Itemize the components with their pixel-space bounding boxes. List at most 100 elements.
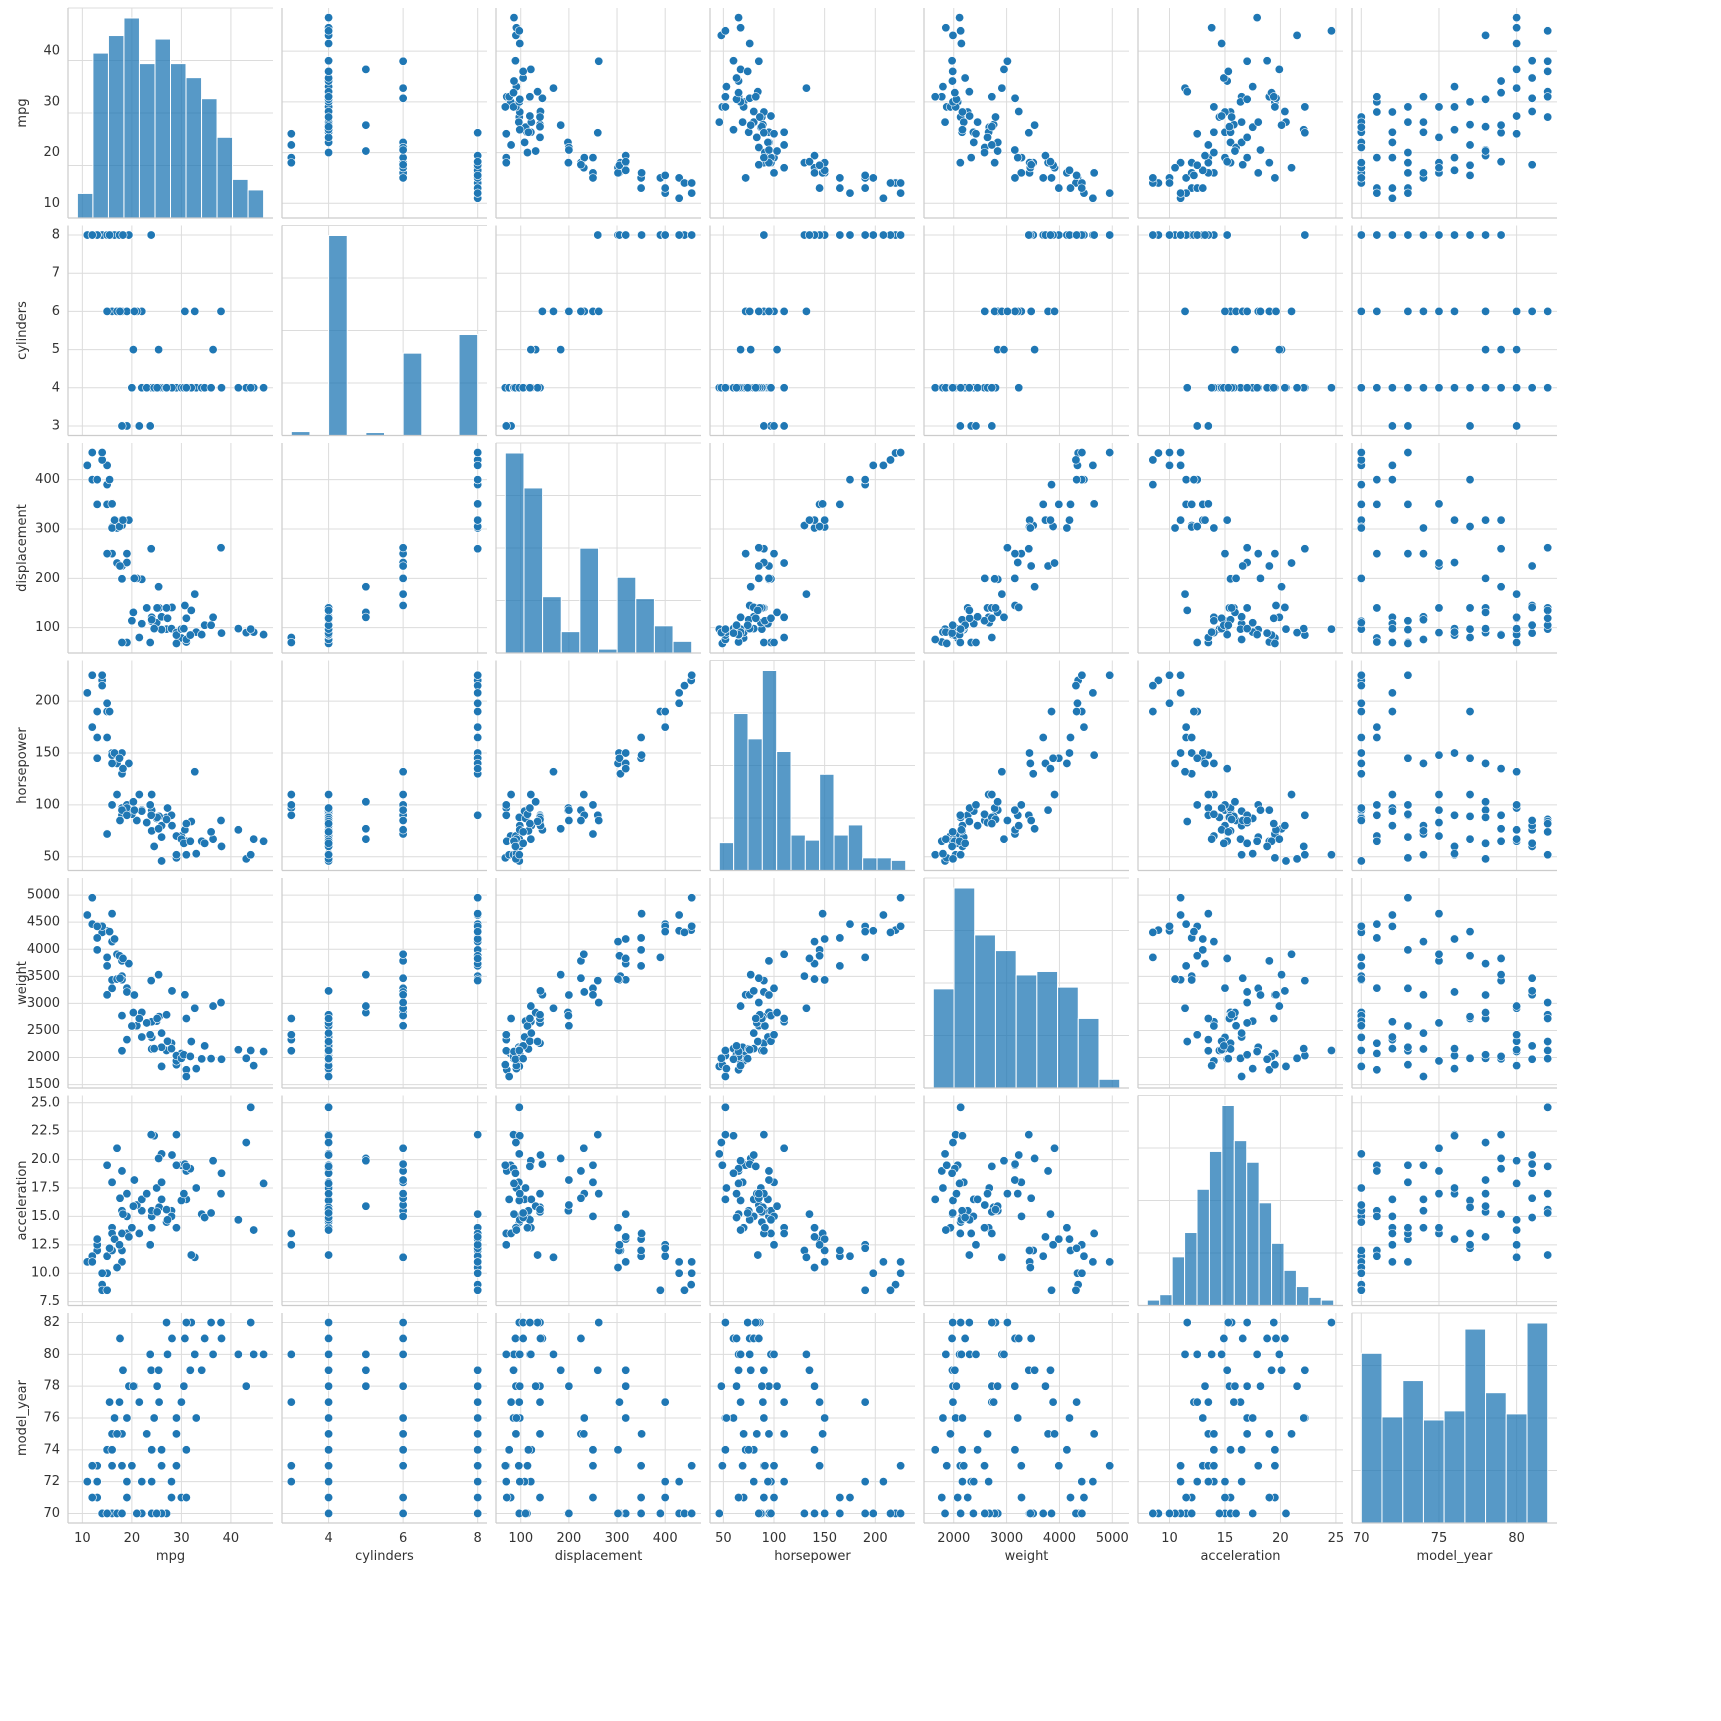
scatter-point: [246, 1318, 256, 1328]
scatter-point: [520, 137, 530, 147]
scatter-point: [1187, 732, 1197, 742]
scatter-point: [772, 1201, 782, 1211]
scatter-point: [1026, 1193, 1036, 1203]
scatter-point: [1300, 544, 1310, 554]
histogram-bar: [1184, 1232, 1198, 1306]
scatter-point: [87, 893, 97, 903]
scatter-point: [525, 383, 535, 393]
scatter-point: [987, 421, 997, 431]
scatter-point: [772, 1381, 782, 1391]
scatter-point: [1372, 1038, 1382, 1048]
scatter-point: [167, 986, 177, 996]
scatter-point: [1543, 1208, 1553, 1218]
scatter-point: [885, 455, 895, 465]
scatter-point: [1176, 893, 1186, 903]
scatter-point: [743, 1054, 753, 1064]
scatter-point: [114, 1240, 124, 1250]
scatter-point: [948, 620, 958, 630]
scatter-point: [154, 582, 164, 592]
scatter-point: [1088, 193, 1098, 203]
scatter-point: [1072, 1243, 1082, 1253]
scatter-point: [1387, 790, 1397, 800]
scatter-point: [473, 460, 483, 470]
scatter-point: [118, 515, 128, 525]
scatter-point: [1418, 1028, 1428, 1038]
scatter-point: [637, 230, 647, 240]
scatter-point: [1024, 128, 1034, 138]
scatter-point: [1418, 549, 1428, 559]
scatter-point: [964, 605, 974, 615]
scatter-point: [1277, 120, 1287, 130]
scatter-point: [987, 613, 997, 623]
scatter-point: [984, 1477, 994, 1487]
scatter-point: [1372, 92, 1382, 102]
scatter-point: [1030, 120, 1040, 130]
scatter-point: [1203, 421, 1213, 431]
scatter-point: [548, 306, 558, 316]
scatter-point: [1356, 1149, 1366, 1159]
scatter-point: [1064, 1413, 1074, 1423]
scatter-point: [398, 83, 408, 93]
y-tick-label: 72: [43, 1474, 60, 1489]
scatter-point: [1387, 1240, 1397, 1250]
histogram-bar: [1485, 1392, 1507, 1524]
scatter-point: [1403, 1042, 1413, 1052]
scatter-point: [1387, 821, 1397, 831]
scatter-point: [820, 1234, 830, 1244]
scatter-point: [171, 1223, 181, 1233]
scatter-point: [818, 1429, 828, 1439]
scatter-point: [1002, 1318, 1012, 1328]
scatter-point: [955, 1228, 965, 1238]
x-tick-label: 8: [474, 1531, 482, 1546]
scatter-point: [1062, 523, 1072, 533]
scatter-point: [1356, 1183, 1366, 1193]
scatter-point: [129, 573, 139, 583]
x-axis-label: acceleration: [1200, 1549, 1280, 1564]
scatter-point: [361, 1001, 371, 1011]
scatter-point: [190, 1003, 200, 1013]
scatter-point: [956, 624, 966, 634]
scatter-point: [1203, 1477, 1213, 1487]
scatter-point: [1024, 544, 1034, 554]
scatter-point: [945, 1429, 955, 1439]
panel: [281, 8, 487, 219]
scatter-point: [964, 817, 974, 827]
scatter-point: [171, 1461, 181, 1471]
scatter-point: [1434, 558, 1444, 568]
histogram-bar: [847, 824, 864, 871]
scatter-point: [190, 589, 200, 599]
scatter-point: [1237, 850, 1247, 860]
scatter-point: [1450, 82, 1460, 92]
scatter-point: [186, 605, 196, 615]
scatter-point: [754, 142, 764, 152]
scatter-point: [941, 23, 951, 33]
scatter-point: [1153, 675, 1163, 685]
scatter-point: [1450, 1044, 1460, 1054]
panel: [709, 443, 915, 654]
scatter-point: [753, 1037, 763, 1047]
scatter-point: [835, 1246, 845, 1256]
scatter-point: [1481, 624, 1491, 634]
scatter-point: [473, 1365, 483, 1375]
scatter-point: [1434, 628, 1444, 638]
scatter-point: [1264, 158, 1274, 168]
scatter-point: [324, 1508, 334, 1518]
scatter-point: [1450, 558, 1460, 568]
scatter-point: [885, 1508, 895, 1518]
y-tick-label: 78: [43, 1379, 60, 1394]
scatter-point: [206, 383, 216, 393]
scatter-point: [1512, 624, 1522, 634]
scatter-point: [1356, 1021, 1366, 1031]
scatter-point: [324, 1397, 334, 1407]
y-tick-label: 7.5: [39, 1294, 60, 1309]
scatter-point: [501, 1046, 511, 1056]
scatter-point: [1403, 945, 1413, 955]
scatter-point: [1209, 523, 1219, 533]
scatter-point: [588, 1461, 598, 1471]
scatter-point: [801, 1003, 811, 1013]
scatter-point: [1219, 838, 1229, 848]
scatter-point: [1269, 1014, 1279, 1024]
scatter-point: [107, 1177, 117, 1187]
scatter-point: [947, 76, 957, 86]
scatter-point: [162, 814, 172, 824]
